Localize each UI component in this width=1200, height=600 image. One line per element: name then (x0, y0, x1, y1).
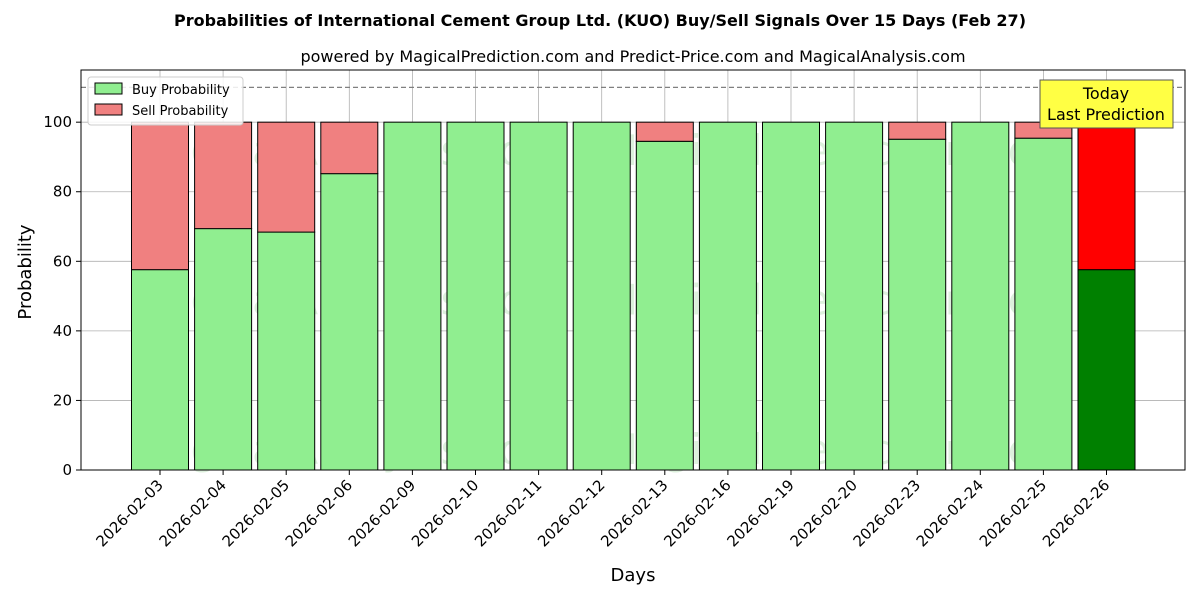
bar-buy (446, 121, 505, 471)
bar-buy (635, 140, 694, 471)
y-tick-label: 0 (62, 461, 72, 479)
legend-label-sell: Sell Probability (132, 104, 229, 119)
y-axis-ticks: 0 20 40 60 80 100 (43, 113, 81, 479)
bar-buy (1014, 137, 1073, 471)
bar-buy (320, 173, 379, 471)
bar-buy (257, 231, 316, 471)
legend-swatch-buy (94, 82, 123, 95)
x-tick-label: 2026-02-19 (723, 476, 797, 550)
bar-buy (383, 121, 442, 471)
y-tick-label: 100 (43, 113, 72, 131)
bar-sell (131, 121, 189, 271)
x-tick-label: 2026-02-20 (787, 476, 861, 550)
bar-sell (320, 121, 379, 175)
x-tick-label: 2026-02-04 (156, 476, 230, 550)
today-annotation: Today Last Prediction (1039, 79, 1174, 129)
y-tick-label: 40 (53, 322, 72, 340)
bar-buy (572, 121, 631, 471)
y-tick-label: 20 (53, 391, 72, 409)
bar-buy (509, 121, 568, 471)
x-axis-ticks: 2026-02-032026-02-042026-02-052026-02-06… (92, 470, 1113, 550)
x-tick-label: 2026-02-10 (408, 476, 482, 550)
bar-buy (825, 121, 884, 471)
x-tick-label: 2026-02-11 (471, 476, 545, 550)
bar-buy (194, 228, 253, 471)
bar-buy (762, 121, 820, 471)
chart-title: Probabilities of International Cement Gr… (174, 11, 1026, 30)
legend: Buy Probability Sell Probability (87, 76, 244, 126)
x-tick-label: 2026-02-03 (92, 476, 166, 550)
annotation-box (1039, 79, 1174, 129)
x-tick-label: 2026-02-05 (219, 476, 293, 550)
y-tick-label: 60 (53, 252, 72, 270)
x-tick-label: 2026-02-16 (660, 476, 734, 550)
bar-buy (698, 121, 757, 471)
plot-frame (80, 69, 1186, 471)
bars (131, 121, 1136, 471)
bar-sell (888, 121, 947, 140)
bar-sell (194, 121, 253, 230)
x-axis-label: Days (611, 565, 656, 586)
bar-buy (131, 269, 189, 471)
y-tick-label: 80 (53, 183, 72, 201)
x-tick-label: 2026-02-09 (345, 476, 419, 550)
bar-buy (888, 138, 947, 471)
x-tick-label: 2026-02-25 (976, 476, 1050, 550)
x-tick-label: 2026-02-24 (913, 476, 987, 550)
bar-buy (951, 121, 1010, 471)
annotation-line2: Last Prediction (1047, 105, 1165, 124)
x-tick-label: 2026-02-06 (282, 476, 356, 550)
bar-sell (1077, 121, 1136, 271)
legend-label-buy: Buy Probability (132, 83, 230, 98)
bar-buy (1077, 269, 1136, 471)
legend-box (87, 76, 244, 126)
x-tick-label: 2026-02-13 (597, 476, 671, 550)
legend-swatch-sell (94, 103, 123, 116)
bar-sell (635, 121, 694, 142)
x-tick-label: 2026-02-23 (850, 476, 924, 550)
bar-sell (257, 121, 316, 233)
x-tick-label: 2026-02-12 (534, 476, 608, 550)
x-tick-label: 2026-02-26 (1039, 476, 1113, 550)
annotation-line1: Today (1082, 84, 1129, 103)
y-axis-label: Probability (15, 224, 36, 319)
chart-subtitle: powered by MagicalPrediction.com and Pre… (300, 47, 965, 66)
